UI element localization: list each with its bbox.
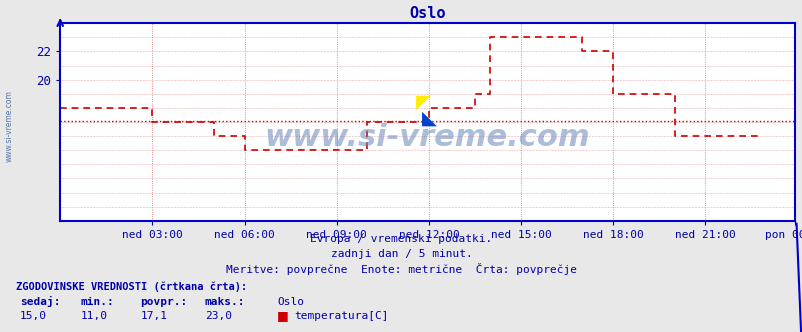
Text: www.si-vreme.com: www.si-vreme.com [265, 123, 589, 152]
Text: zadnji dan / 5 minut.: zadnji dan / 5 minut. [330, 249, 472, 259]
Text: maks.:: maks.: [205, 297, 245, 307]
Text: Meritve: povprečne  Enote: metrične  Črta: povprečje: Meritve: povprečne Enote: metrične Črta:… [225, 263, 577, 275]
Text: sedaj:: sedaj: [20, 296, 60, 307]
Text: ■: ■ [277, 309, 289, 322]
Text: 17,1: 17,1 [140, 311, 168, 321]
Text: ZGODOVINSKE VREDNOSTI (črtkana črta):: ZGODOVINSKE VREDNOSTI (črtkana črta): [16, 282, 247, 292]
Text: temperatura[C]: temperatura[C] [294, 311, 389, 321]
Text: Evropa / vremenski podatki.: Evropa / vremenski podatki. [310, 234, 492, 244]
Text: 23,0: 23,0 [205, 311, 232, 321]
Text: www.si-vreme.com: www.si-vreme.com [5, 90, 14, 162]
Text: ◤: ◤ [416, 93, 431, 112]
Text: min.:: min.: [80, 297, 114, 307]
Text: Oslo: Oslo [277, 297, 304, 307]
Text: 15,0: 15,0 [20, 311, 47, 321]
Text: ◣: ◣ [422, 109, 437, 127]
Text: povpr.:: povpr.: [140, 297, 188, 307]
Text: 11,0: 11,0 [80, 311, 107, 321]
Title: Oslo: Oslo [409, 6, 445, 21]
